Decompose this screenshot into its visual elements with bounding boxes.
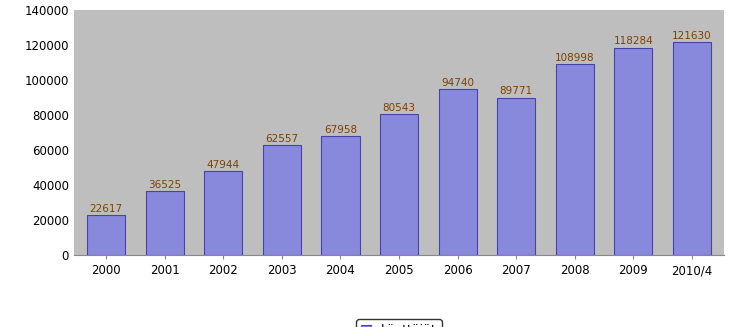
Bar (614, 48, 653, 255)
Bar (497, 98, 535, 255)
Bar (556, 64, 594, 255)
Text: 80543: 80543 (383, 103, 415, 112)
Text: 89771: 89771 (500, 86, 533, 96)
Text: 94740: 94740 (441, 78, 474, 88)
Bar (263, 146, 301, 255)
Text: 67958: 67958 (324, 125, 357, 135)
Bar (87, 215, 125, 255)
Legend: käyttäjät: käyttäjät (356, 319, 442, 327)
Text: 47944: 47944 (207, 160, 240, 170)
Bar (439, 89, 477, 255)
Text: 118284: 118284 (613, 36, 653, 46)
Text: 62557: 62557 (265, 134, 299, 144)
Bar (146, 191, 184, 255)
Bar (673, 42, 711, 255)
Bar (204, 171, 242, 255)
Text: 108998: 108998 (555, 53, 595, 63)
Text: 36525: 36525 (148, 180, 181, 190)
Text: 121630: 121630 (672, 31, 712, 41)
Bar (321, 136, 359, 255)
Text: 22617: 22617 (89, 204, 123, 214)
Bar (380, 114, 418, 255)
